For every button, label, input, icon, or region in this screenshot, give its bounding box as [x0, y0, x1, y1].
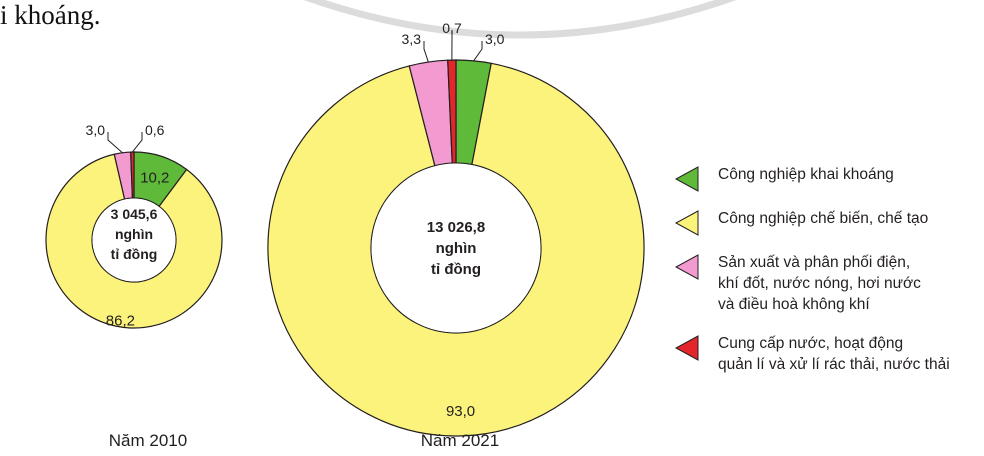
legend-swatch-water [674, 335, 699, 361]
donut-2021-slice-manufacturing [267, 62, 645, 437]
donut-2010-slice-water [130, 151, 135, 199]
legend-swatch-mining [674, 166, 699, 192]
data-label-manufacturing: 86,2 [106, 313, 135, 330]
data-label-manufacturing: 93,0 [446, 403, 475, 420]
donut-hole [371, 163, 541, 333]
chart-caption: Năm 2021 [421, 431, 499, 450]
leader-line-mining [473, 41, 483, 62]
legend-item-energy: Sản xuất và phân phối điện, khí đốt, nướ… [672, 252, 921, 315]
data-label-water: 0,7 [442, 20, 462, 36]
center-total-line: tỉ đồng [431, 261, 481, 278]
legend-label-mining: Công nghiệp khai khoáng [718, 166, 894, 183]
data-label-mining: 10,2 [140, 169, 169, 186]
legend-item-water: Cung cấp nước, hoạt động quản lí và xử l… [672, 333, 950, 375]
data-label-energy: 3,3 [402, 31, 422, 47]
data-label-water: 0,6 [145, 122, 165, 138]
chart-caption: Năm 2010 [109, 431, 187, 450]
page-decor-arc [303, 0, 737, 39]
center-total-line: 3 045,6 [111, 206, 158, 222]
leader-line-energy [107, 132, 123, 154]
center-total-line: 13 026,8 [427, 219, 485, 236]
center-total-line: tỉ đồng [111, 246, 158, 262]
legend-label-manufacturing: Công nghiệp chế biến, chế tạo [718, 210, 929, 227]
data-label-energy: 3,0 [86, 122, 106, 138]
leader-line-energy [423, 41, 429, 63]
legend-swatch-energy [674, 254, 699, 280]
leader-line-water [131, 132, 143, 153]
legend-label-water: Cung cấp nước, hoạt động quản lí và xử l… [718, 335, 950, 373]
legend-item-manufacturing: Công nghiệp chế biến, chế tạo [672, 208, 928, 238]
legend-swatch-manufacturing [674, 210, 699, 236]
center-total-line: nghìn [436, 240, 477, 257]
donut-2010-slice-manufacturing [45, 153, 223, 329]
center-total-line: nghìn [115, 226, 153, 242]
page-text-fragment: i khoáng. [0, 0, 101, 30]
donut-hole [92, 198, 176, 282]
legend-item-mining: Công nghiệp khai khoáng [672, 164, 894, 194]
donut-2021-slice-water [447, 59, 457, 164]
data-label-mining: 3,0 [485, 31, 505, 47]
legend-label-energy: Sản xuất và phân phối điện, khí đốt, nướ… [718, 254, 921, 313]
